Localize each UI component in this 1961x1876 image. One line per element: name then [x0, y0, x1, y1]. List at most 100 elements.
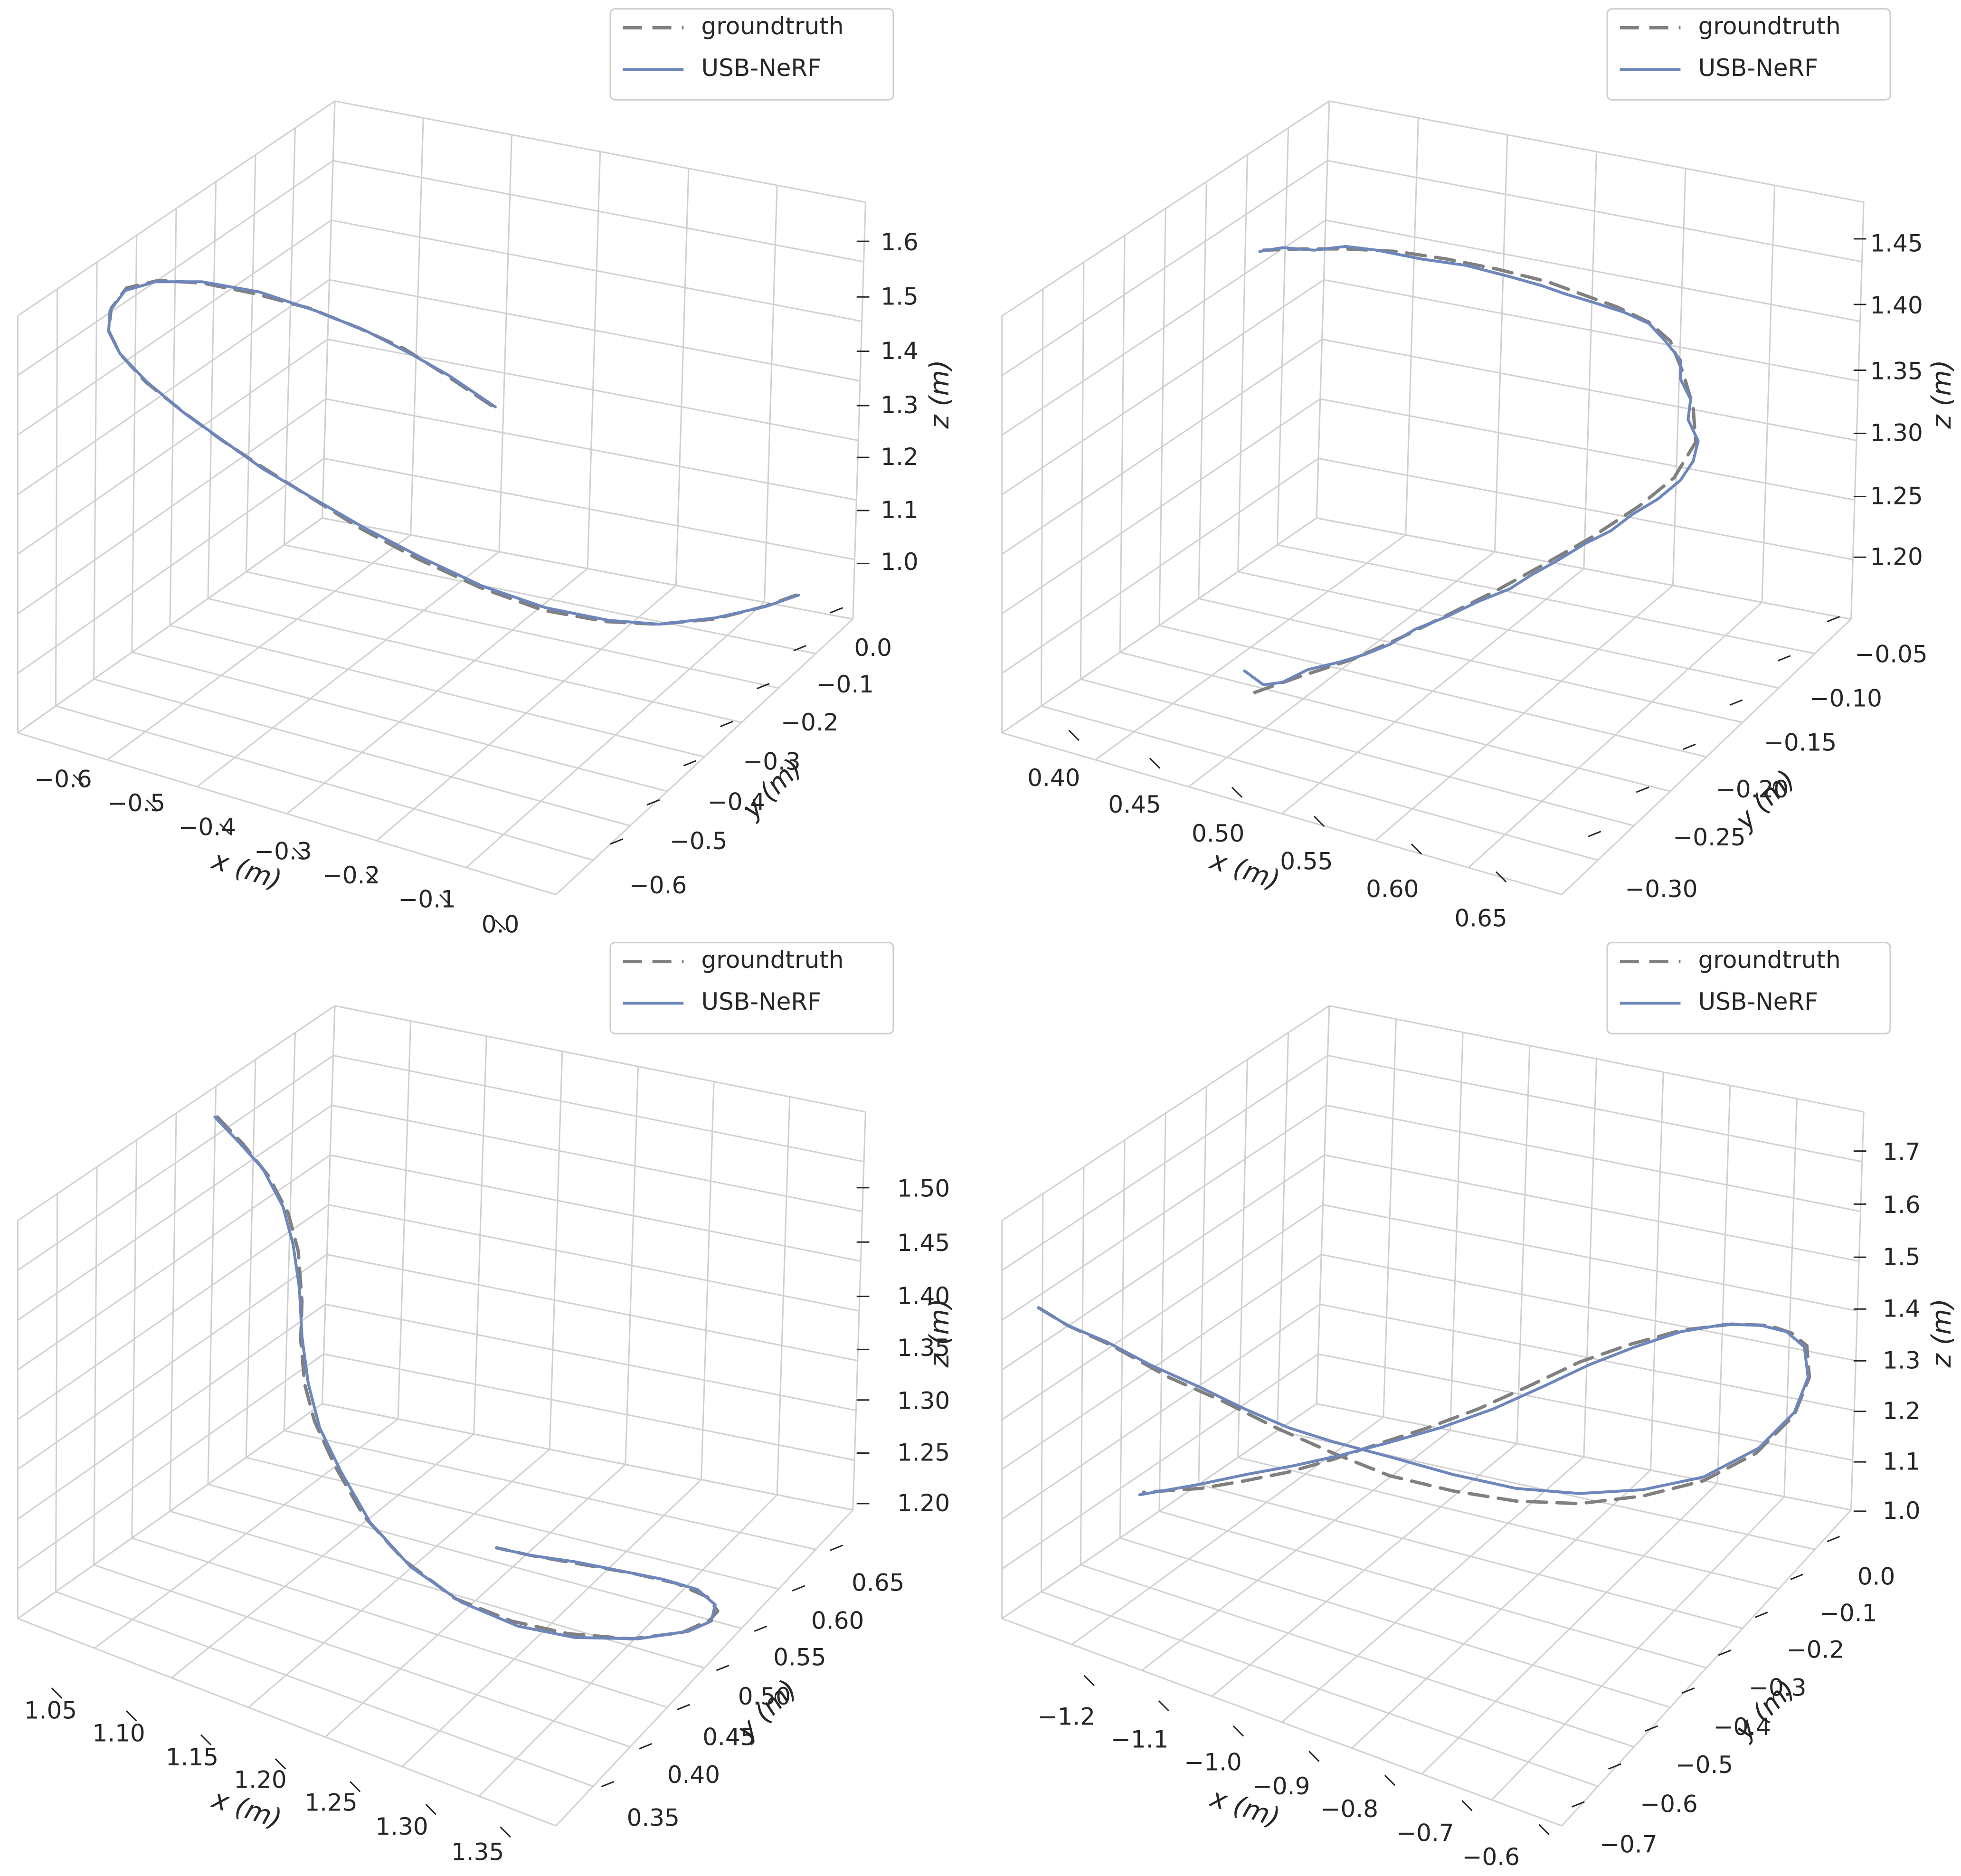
gridline: [1516, 1045, 1531, 1444]
z-tick-label: 1.3: [881, 391, 919, 419]
gridline: [1001, 1353, 1319, 1570]
legend-label-groundtruth: groundtruth: [1698, 946, 1841, 974]
gridline: [1561, 618, 1852, 895]
z-tick-label: 1.6: [1883, 1191, 1921, 1219]
gridline: [1001, 1055, 1328, 1271]
gridline: [323, 1353, 855, 1461]
y-tick-label: −0.2: [781, 709, 838, 736]
z-tick-label: 1.7: [1883, 1138, 1921, 1165]
gridline: [465, 602, 765, 868]
z-tick-label: 1.4: [1883, 1295, 1921, 1322]
gridline: [852, 1112, 866, 1510]
gridline: [17, 1403, 323, 1620]
gridline: [321, 1005, 336, 1404]
gridline: [131, 235, 138, 653]
gridline: [478, 1494, 778, 1797]
series-line-usb-nerf: [1037, 1306, 1810, 1497]
x-tick-label: 0.60: [1366, 875, 1419, 903]
gridline: [17, 219, 332, 436]
legend-label-usb-nerf: USB-NeRF: [701, 988, 821, 1015]
y-tick-mark: [1827, 616, 1840, 623]
y-tick-mark: [1777, 655, 1791, 662]
gridline: [17, 1055, 334, 1271]
x-tick-label: −0.9: [1252, 1772, 1310, 1800]
gridline: [17, 458, 325, 674]
gridline: [171, 1433, 474, 1678]
series-line-groundtruth: [216, 1115, 720, 1641]
y-tick-mark: [1572, 1801, 1585, 1808]
gridline: [245, 154, 256, 572]
z-axis-label: z (m): [924, 1298, 955, 1368]
gridline: [1281, 568, 1584, 815]
gridline: [1491, 1496, 1785, 1800]
gridline: [94, 1418, 398, 1649]
x-tick-mark: [1308, 1751, 1320, 1762]
gridline: [324, 1464, 626, 1738]
gridline: [1158, 208, 1166, 625]
x-tick-label: −0.8: [1321, 1795, 1378, 1823]
x-tick-mark: [1384, 1774, 1396, 1786]
gridline: [1761, 185, 1776, 603]
z-tick-label: 1.1: [1883, 1448, 1921, 1475]
gridline: [1583, 1059, 1597, 1457]
y-tick-label: 0.0: [854, 634, 892, 662]
x-tick-mark: [366, 871, 377, 883]
gridline: [397, 1021, 412, 1419]
gridline: [1316, 1005, 1330, 1404]
gridline: [1001, 1403, 1317, 1620]
gridline: [17, 398, 326, 615]
z-tick-label: 1.40: [1870, 292, 1923, 319]
gridline: [247, 1449, 550, 1708]
y-tick-mark: [716, 1665, 729, 1671]
gridline: [322, 1403, 853, 1511]
series-line-usb-nerf: [107, 280, 800, 626]
z-tick-label: 1.2: [881, 443, 919, 471]
gridline: [17, 1304, 326, 1520]
gridline: [852, 202, 866, 619]
y-tick-mark: [1718, 1649, 1732, 1656]
z-tick-label: 1.1: [881, 496, 919, 524]
legend-box: [1606, 8, 1891, 101]
x-tick-label: −0.7: [1396, 1819, 1454, 1847]
gridline: [17, 517, 323, 734]
x-tick-mark: [500, 1826, 511, 1838]
gridline: [1850, 1112, 1865, 1510]
chart-panel-bottom-left: 1.05 1.10 1.15 1.20 1.25 1.30 1.35 0.65 0.60 0.55…: [17, 942, 955, 1866]
gridline: [208, 1483, 742, 1630]
gridline: [1405, 118, 1419, 535]
gridline: [1001, 339, 1323, 555]
x-tick-label: −0.6: [1462, 1843, 1520, 1871]
y-tick-mark: [793, 645, 806, 652]
z-axis-label: z (m): [1926, 1298, 1957, 1368]
gridline: [1351, 1469, 1651, 1749]
y-tick-label: −0.5: [1676, 1751, 1733, 1779]
y-tick-label: −0.1: [816, 671, 874, 698]
gridline: [401, 1479, 702, 1767]
z-tick-label: 1.25: [1870, 483, 1923, 510]
x-tick-label: 0.50: [1192, 820, 1244, 847]
x-tick-mark: [125, 1710, 137, 1722]
z-tick-label: 1.20: [1870, 543, 1923, 570]
y-tick-mark: [1681, 1687, 1695, 1694]
z-tick-label: 1.30: [1870, 419, 1923, 447]
x-tick-mark: [200, 1734, 212, 1746]
x-tick-label: 1.25: [304, 1789, 357, 1817]
gridline: [1276, 128, 1289, 545]
y-tick-mark: [1683, 743, 1696, 750]
gridline: [17, 1104, 332, 1321]
legend-label-groundtruth: groundtruth: [701, 12, 844, 40]
gridline: [1001, 279, 1325, 495]
chart-panel-top-right: 0.40 0.45 0.50 0.55 0.60 0.65 −0.05 −0.10 −0.15 −…: [1001, 8, 1957, 932]
y-tick-label: 0.0: [1857, 1563, 1895, 1590]
y-tick-mark: [601, 1781, 615, 1788]
gridline: [321, 101, 336, 518]
z-tick-label: 1.30: [897, 1387, 950, 1415]
y-tick-mark: [683, 760, 697, 767]
x-tick-label: −0.4: [179, 814, 236, 841]
gridline: [498, 134, 512, 552]
gridline: [675, 168, 690, 586]
x-axis-label: x (m): [1206, 844, 1284, 896]
z-tick-label: 1.20: [897, 1489, 950, 1517]
series-line-usb-nerf: [1243, 245, 1700, 686]
